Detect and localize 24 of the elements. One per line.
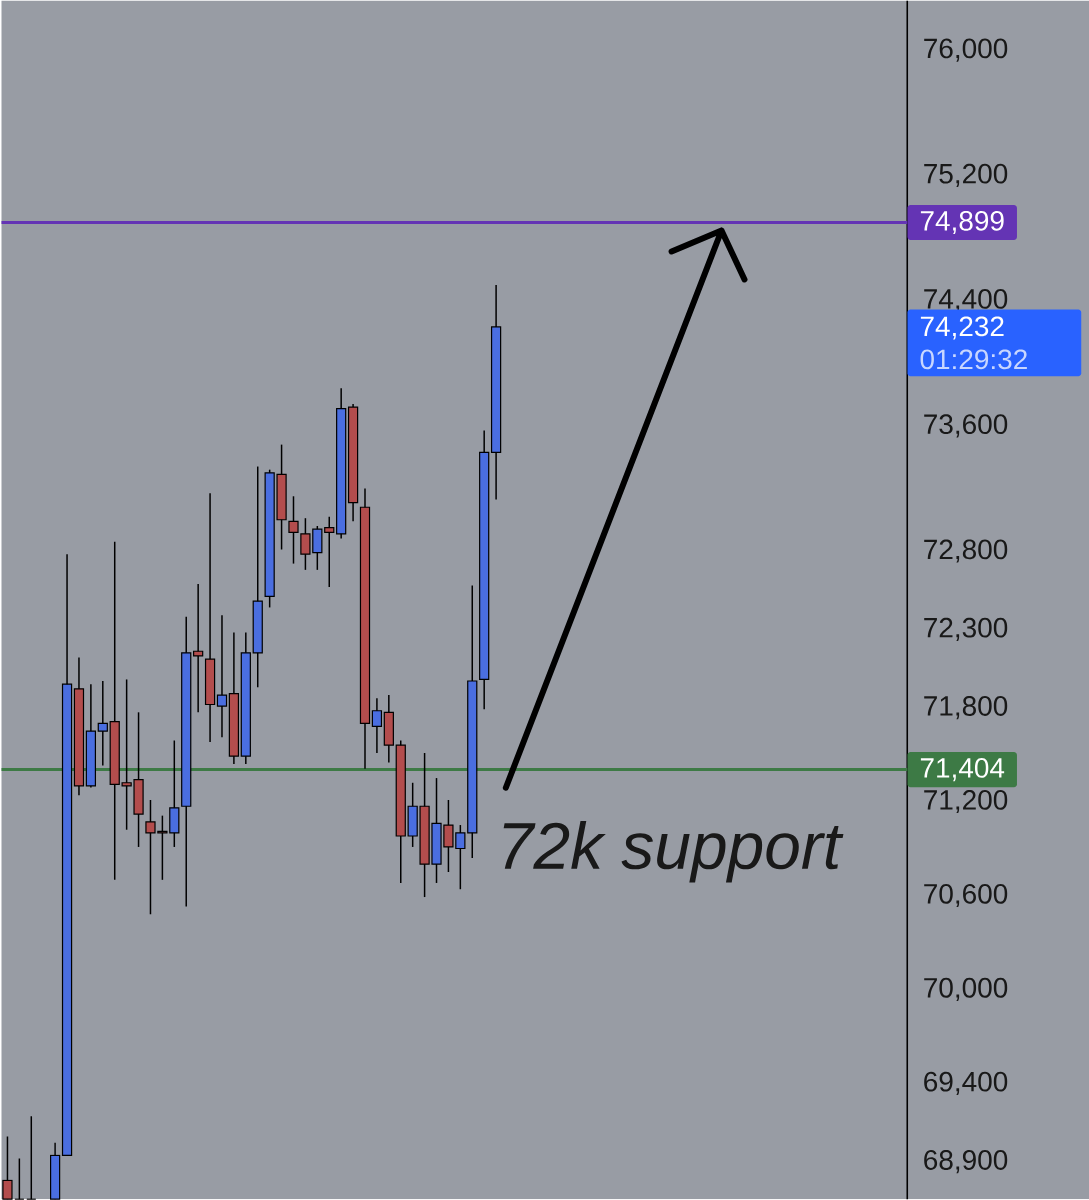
y-tick-label: 69,400	[924, 1071, 1008, 1095]
candlestick	[97, 680, 108, 767]
y-tick-label: 68,900	[924, 1150, 1008, 1174]
text: 01:29:32	[920, 349, 1027, 370]
candlestick	[193, 583, 204, 714]
y-tick-label: 76,000	[924, 38, 1008, 62]
y-tick-label: 71,800	[924, 696, 1008, 720]
y-tick-label: 70,600	[924, 883, 1008, 908]
annotation: 72k support	[503, 820, 844, 883]
y-tick-label: 72,300	[924, 617, 1008, 641]
ref-line-label: 71,404	[920, 758, 1005, 782]
y-tick-label: 72,800	[924, 539, 1008, 563]
candlestick	[371, 697, 383, 754]
ref-line-label: 74,899	[920, 210, 1004, 235]
candlestick	[26, 1115, 37, 1200]
text: 74,232	[920, 316, 1004, 340]
candlestick	[14, 1157, 25, 1200]
y-tick-label: 73,600	[924, 414, 1008, 438]
y-tick-label: 74,400	[924, 289, 1008, 313]
y-tick-label: 70,000	[924, 977, 1008, 1001]
y-tick-label: 75,200	[924, 163, 1008, 187]
candlestick	[288, 495, 299, 565]
candlestick	[216, 614, 228, 739]
y-tick-label: 71,200	[924, 790, 1008, 814]
